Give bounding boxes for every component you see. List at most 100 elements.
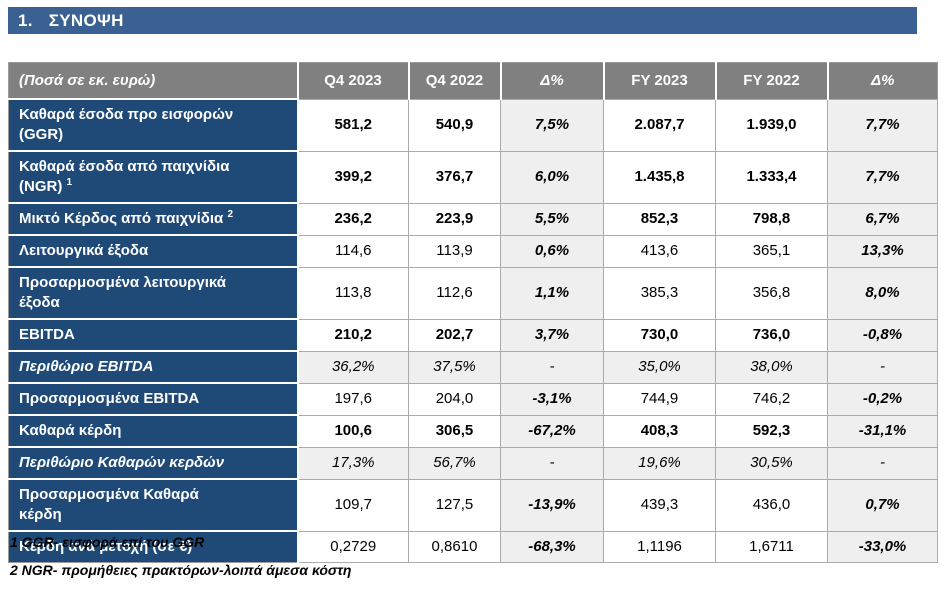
cell-value: 30,5% [715, 446, 828, 480]
cell-value: 592,3 [715, 414, 828, 448]
cell-value: 56,7% [408, 446, 501, 480]
cell-value: 109,7 [297, 478, 409, 532]
row-label-text: Κέρδη ανά μετοχή (σε €) [19, 538, 193, 555]
footnote-ggr: 1 GGR- εισφορά επί του GGR [10, 534, 205, 550]
cell-value: - [500, 446, 604, 480]
cell-value: 1.435,8 [603, 150, 716, 204]
cell-value: 7,7% [827, 150, 938, 204]
row-label-text: Προσαρμοσμένα EBITDA [19, 390, 200, 407]
summary-table: (Ποσά σε εκ. ευρώ) Q4 2023 Q4 2022 Δ% FY… [8, 62, 938, 563]
cell-value: 0,7% [827, 478, 938, 532]
cell-value: 376,7 [408, 150, 501, 204]
footnotes: 1 GGR- εισφορά επί του GGR 2 NGR- προμήθ… [10, 533, 351, 589]
cell-value: 439,3 [603, 478, 716, 532]
table-row: Καθαρά κέρδη 100,6 306,5 -67,2% 408,3 592,3 -3… [8, 414, 938, 448]
cell-value: 127,5 [408, 478, 501, 532]
cell-value: 112,6 [408, 266, 501, 320]
table-row: Μικτό Κέρδος από παιχνίδια 2 236,2 223,9 5,… [8, 202, 938, 236]
cell-value: 6,0% [500, 150, 604, 204]
cell-value: 365,1 [715, 234, 828, 268]
row-label: Λειτουργικά έξοδα [8, 234, 299, 267]
cell-value: 38,0% [715, 350, 828, 384]
cell-value: 399,2 [297, 150, 409, 204]
table-row: Προσαρμοσμένα λειτουργικά έξοδα 113,8 112,… [8, 266, 938, 320]
cell-value: 13,3% [827, 234, 938, 268]
cell-value: 540,9 [408, 98, 501, 152]
row-label: EBITDA [8, 318, 299, 351]
row-label: Καθαρά έσοδα προ εισφορών (GGR) [8, 98, 299, 151]
cell-value: 7,7% [827, 98, 938, 152]
row-label-text: Καθαρά έσοδα προ εισφορών (GGR) [19, 106, 234, 143]
cell-value: 197,6 [297, 382, 409, 416]
row-label: Καθαρά κέρδη [8, 414, 299, 447]
cell-value: 408,3 [603, 414, 716, 448]
cell-value: 8,0% [827, 266, 938, 320]
cell-value: 202,7 [408, 318, 501, 352]
cell-value: 413,6 [603, 234, 716, 268]
cell-value: -3,1% [500, 382, 604, 416]
table-row: Κέρδη ανά μετοχή (σε €) 0,2729 0,8610 -68,3… [8, 530, 938, 563]
row-label: Περιθώριο EBITDA [8, 350, 299, 383]
header-col-delta-q: Δ% [499, 62, 604, 99]
cell-value: -0,8% [827, 318, 938, 352]
cell-value: 306,5 [408, 414, 501, 448]
row-label-text: Λειτουργικά έξοδα [19, 242, 149, 259]
row-label-text: EBITDA [19, 326, 75, 343]
footnote-ref-icon: 1 [66, 177, 73, 188]
cell-value: -68,3% [500, 530, 604, 563]
cell-value: 3,7% [500, 318, 604, 352]
row-label: Προσαρμοσμένα Καθαρά κέρδη [8, 478, 299, 531]
cell-value: 223,9 [408, 202, 501, 236]
table-row: Καθαρά έσοδα προ εισφορών (GGR) 581,2 540,… [8, 98, 938, 152]
cell-value: 0,8610 [408, 530, 501, 563]
cell-value: - [827, 446, 938, 480]
row-label-text: Περιθώριο EBITDA [19, 358, 154, 375]
footnote-ref-icon: 2 [227, 209, 234, 220]
cell-value: 36,2% [297, 350, 409, 384]
cell-value: 5,5% [500, 202, 604, 236]
cell-value: 1,1196 [603, 530, 716, 563]
table-header-row: (Ποσά σε εκ. ευρώ) Q4 2023 Q4 2022 Δ% FY… [8, 62, 938, 99]
cell-value: 1,6711 [715, 530, 828, 563]
header-col-q4-2022: Q4 2022 [407, 62, 501, 99]
cell-value: 35,0% [603, 350, 716, 384]
table-row: EBITDA 210,2 202,7 3,7% 730,0 736,0 -0,8% [8, 318, 938, 352]
cell-value: 744,9 [603, 382, 716, 416]
cell-value: -13,9% [500, 478, 604, 532]
cell-value: -67,2% [500, 414, 604, 448]
header-col-delta-fy: Δ% [826, 62, 938, 99]
table-row: Καθαρά έσοδα από παιχνίδια (NGR) 1 399,2 3… [8, 150, 938, 204]
cell-value: 852,3 [603, 202, 716, 236]
cell-value: 37,5% [408, 350, 501, 384]
row-label: Προσαρμοσμένα λειτουργικά έξοδα [8, 266, 299, 319]
row-label-text: Προσαρμοσμένα λειτουργικά έξοδα [19, 274, 226, 311]
cell-value: -33,0% [827, 530, 938, 563]
cell-value: 7,5% [500, 98, 604, 152]
row-label: Κέρδη ανά μετοχή (σε €) [8, 530, 299, 563]
cell-value: 204,0 [408, 382, 501, 416]
cell-value: 581,2 [297, 98, 409, 152]
cell-value: 113,8 [297, 266, 409, 320]
cell-value: - [827, 350, 938, 384]
table-row: Περιθώριο Καθαρών κερδών 17,3% 56,7% -19,6%… [8, 446, 938, 480]
footnote-ngr: 2 NGR- προμήθειες πρακτόρων-λοιπά άμεσα … [10, 562, 352, 578]
table-row: Περιθώριο EBITDA 36,2% 37,5% -35,0% 38,0% - [8, 350, 938, 384]
cell-value: 436,0 [715, 478, 828, 532]
cell-value: 210,2 [297, 318, 409, 352]
section-title: ΣΥΝΟΨΗ [48, 11, 124, 30]
cell-value: 17,3% [297, 446, 409, 480]
cell-value: 19,6% [603, 446, 716, 480]
cell-value: 746,2 [715, 382, 828, 416]
header-col-fy-2022: FY 2022 [714, 62, 828, 99]
row-label: Περιθώριο Καθαρών κερδών [8, 446, 299, 479]
row-label: Μικτό Κέρδος από παιχνίδια 2 [8, 202, 299, 235]
cell-value: 385,3 [603, 266, 716, 320]
cell-value: 6,7% [827, 202, 938, 236]
section-number: 1. [18, 11, 33, 30]
table-row: Λειτουργικά έξοδα 114,6 113,9 0,6% 413,6 365,… [8, 234, 938, 268]
header-col-q4-2023: Q4 2023 [296, 62, 409, 99]
cell-value: 100,6 [297, 414, 409, 448]
row-label: Προσαρμοσμένα EBITDA [8, 382, 299, 415]
cell-value: 2.087,7 [603, 98, 716, 152]
